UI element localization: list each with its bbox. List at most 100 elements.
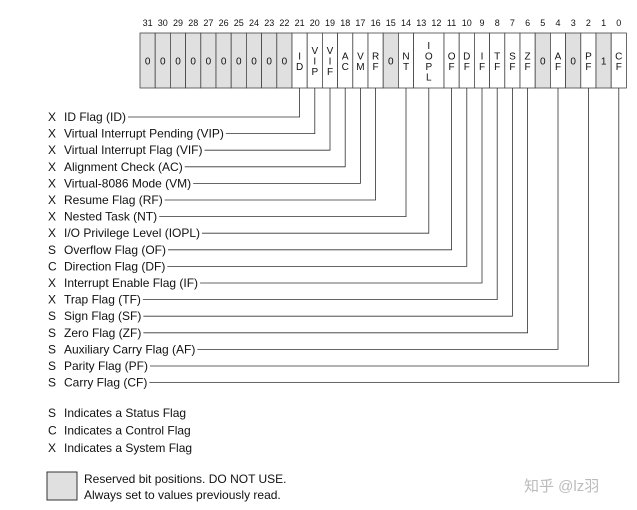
reserved-note-2: Always set to values previously read. [84,488,281,502]
legend-label: Indicates a Status Flag [64,406,186,420]
flag-type: X [48,276,56,290]
flag-connector [142,88,498,301]
flag-type: X [48,160,56,174]
bit-label: 0 [570,57,576,68]
flag-label: Virtual Interrupt Pending (VIP) [64,127,224,141]
bit-label: 0 [190,57,196,68]
bit-label: Z [525,51,531,62]
flag-type: X [48,193,56,207]
bit-number: 12 [431,18,441,28]
flag-connector [193,88,361,184]
flag-type: X [48,127,56,141]
flag-type: S [48,376,56,390]
flag-connector [164,88,377,201]
bit-label: L [426,72,432,83]
bit-number: 13 [416,18,426,28]
bit-label: O [448,51,456,62]
watermark: 知乎 @lz羽 [524,478,599,495]
legend-type: C [48,424,57,438]
flag-connector [128,88,301,118]
flag-connector [150,88,589,367]
flag-connector [143,88,528,334]
bit-number: 18 [340,18,350,28]
bit-label: 0 [266,57,272,68]
flag-type: X [48,210,56,224]
flag-label: Overflow Flag (OF) [64,243,166,257]
bit-number: 2 [586,18,591,28]
flag-label: Trap Flag (TF) [64,293,141,307]
bit-number: 31 [143,18,153,28]
legend: S Indicates a Status Flag C Indicates a Con… [48,406,192,455]
flag-label: Nested Task (NT) [64,210,157,224]
flag-type: X [48,143,56,157]
bit-number: 27 [203,18,213,28]
flag-connector [159,88,407,218]
bit-label: 1 [601,57,607,68]
bit-number: 29 [173,18,183,28]
bit-label: 0 [206,57,212,68]
bit-number: 26 [219,18,229,28]
bit-number: 7 [510,18,515,28]
flag-label: Sign Flag (SF) [64,309,141,323]
bit-number: 4 [555,18,560,28]
bit-number: 15 [386,18,396,28]
bit-number: 25 [234,18,244,28]
bit-label: 0 [236,57,242,68]
flag-connector [202,88,430,234]
bit-label: F [509,62,515,73]
legend-type: X [48,441,56,455]
flag-label: Virtual-8086 Mode (VM) [64,176,191,190]
flag-type: S [48,309,56,323]
bit-number: 17 [355,18,365,28]
legend-label: Indicates a System Flag [64,441,192,455]
bit-label: P [585,51,592,62]
bit-label: P [311,67,318,78]
bit-label: M [356,62,364,73]
bit-number: 0 [616,18,621,28]
legend-label: Indicates a Control Flag [64,424,191,438]
bit-number: 16 [371,18,381,28]
flag-type: X [48,226,56,240]
flag-type: X [48,176,56,190]
bit-label: I [481,51,484,62]
reserved-note-1: Reserved bit positions. DO NOT USE. [84,472,287,486]
flag-label: Alignment Check (AC) [64,160,183,174]
flag-label: Resume Flag (RF) [64,193,163,207]
bit-label: C [615,51,622,62]
flag-type: S [48,359,56,373]
bit-number: 9 [479,18,484,28]
flag-connector [143,88,513,317]
bit-number: 1 [601,18,606,28]
bit-number: 11 [447,18,456,28]
register-bits: 31 30 29 28 27 26 25 24 23 22 21 20 19 18 17 16 15 14 13 12… [139,18,627,89]
bit-number: 22 [279,18,289,28]
bit-number: 14 [401,18,411,28]
flag-connector [225,88,316,135]
bit-number: 30 [158,18,168,28]
flag-connector [200,88,483,284]
bit-label: F [555,62,561,73]
flag-type: X [48,110,56,124]
flag-label: Auxiliary Carry Flag (AF) [64,342,195,356]
flag-label: Virtual Interrupt Flag (VIF) [64,143,203,157]
bit-label: D [296,62,303,73]
flag-type: C [48,259,57,273]
bit-number: 3 [571,18,576,28]
flag-type: S [48,243,56,257]
bit-label: 0 [145,57,151,68]
flag-label: Interrupt Enable Flag (IF) [64,276,198,290]
bit-label: R [372,51,379,62]
bit-label: I [329,57,332,68]
bit-label: T [403,62,409,73]
bit-label: F [616,62,622,73]
bit-label: 0 [160,57,166,68]
bit-label: A [555,51,562,62]
bit-label: 0 [221,57,227,68]
bit-label: F [479,62,485,73]
flag-connector [204,88,331,151]
bit-label: V [311,46,318,57]
bit-label: P [425,62,432,73]
flag-list: X ID Flag (ID) X Virtual Interrupt Pending … [48,88,620,390]
bit-label: 0 [175,57,181,68]
bit-number: 23 [264,18,274,28]
